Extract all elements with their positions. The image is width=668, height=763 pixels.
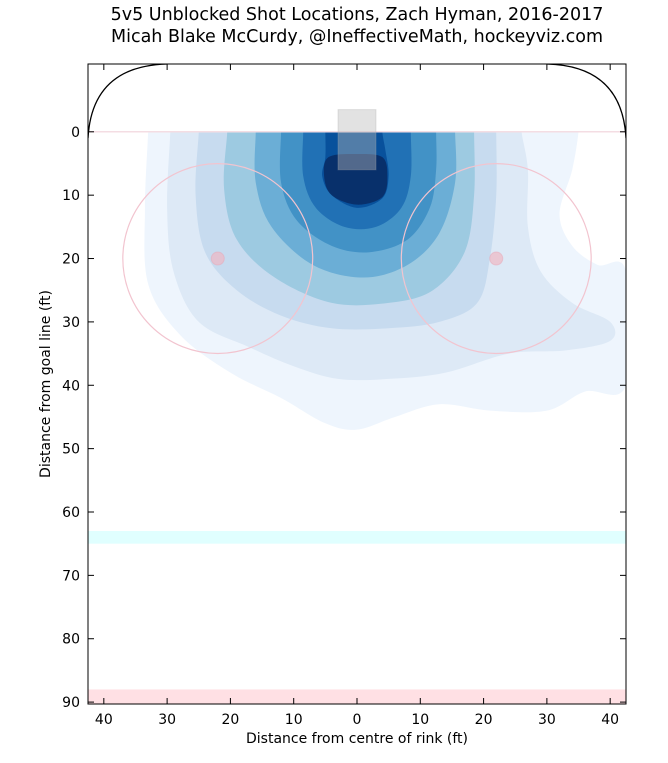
x-tick-label: 0: [353, 712, 362, 728]
y-axis-label: Distance from goal line (ft): [38, 290, 54, 478]
y-tick-label: 0: [71, 125, 80, 141]
x-tick-label: 40: [95, 712, 113, 728]
y-tick-label: 60: [62, 505, 80, 521]
faceoff-circle-2: [400, 162, 592, 355]
chart-subtitle: Micah Blake McCurdy, @IneffectiveMath, h…: [110, 27, 603, 47]
x-tick-label: 30: [158, 712, 176, 728]
x-tick-label: 20: [475, 712, 493, 728]
red-line: [88, 689, 626, 704]
faceoff-dot-2: [489, 251, 504, 266]
faceoff-circle-1: [122, 162, 314, 355]
faceoff-dot-1: [210, 251, 225, 266]
chart-title: 5v5 Unblocked Shot Locations, Zach Hyman…: [110, 5, 604, 25]
y-tick-label: 10: [62, 188, 80, 204]
y-tick-label: 30: [62, 315, 80, 331]
x-axis-label: Distance from centre of rink (ft): [246, 731, 468, 747]
y-tick-label: 90: [62, 695, 80, 711]
y-tick-label: 70: [62, 568, 80, 584]
x-tick-label: 20: [221, 712, 239, 728]
y-tick-label: 50: [62, 442, 80, 458]
board-corner-left: [88, 64, 168, 139]
blue-line: [88, 531, 626, 544]
y-tick-label: 80: [62, 632, 80, 648]
x-tick-label: 40: [601, 712, 619, 728]
contour-level-9: [323, 153, 388, 205]
board-corner-right: [546, 64, 626, 139]
y-tick-label: 20: [62, 252, 80, 268]
x-tick-label: 10: [285, 712, 303, 728]
x-tick-label: 30: [538, 712, 556, 728]
x-tick-label: 10: [411, 712, 429, 728]
goal-crease: [337, 109, 377, 171]
y-tick-label: 40: [62, 378, 80, 394]
